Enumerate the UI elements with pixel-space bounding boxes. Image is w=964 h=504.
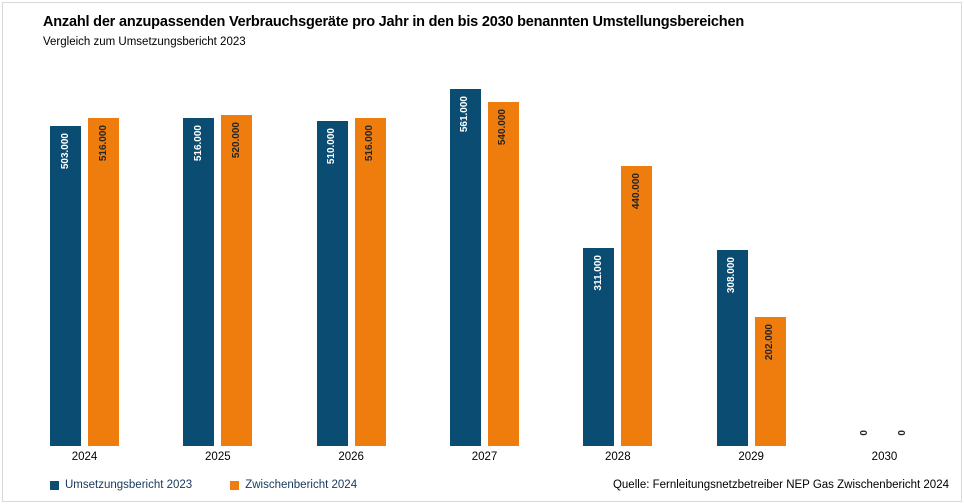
x-axis-label-2027: 2027	[471, 451, 498, 463]
legend-item-umsetzungsbericht-2023: Umsetzungsbericht 2023	[50, 479, 192, 491]
bar-value-label: 561.000	[459, 96, 471, 133]
legend-label-series1: Umsetzungsbericht 2023	[65, 479, 193, 491]
chart-title: Anzahl der anzupassenden Verbrauchsgerät…	[43, 14, 744, 30]
legend-label-series2: Zwischenbericht 2024	[245, 479, 358, 491]
legend-swatch-series1	[50, 480, 59, 490]
legend-swatch-series2	[230, 480, 240, 490]
bar-value-label: 516.000	[192, 125, 204, 162]
bar-zwischenbericht-2024-2029: 202.000	[754, 317, 786, 446]
bar-umsetzungsbericht-2023-2028: 311.000	[583, 248, 615, 446]
bar-umsetzungsbericht-2023-2029: 308.000	[716, 250, 748, 446]
bar-umsetzungsbericht-2023-2027: 561.000	[449, 89, 481, 446]
bar-zwischenbericht-2024-2024: 516.000	[88, 118, 119, 446]
bar-umsetzungsbericht-2023-2025: 516.000	[183, 118, 215, 446]
bar-zwischenbericht-2024-2026: 516.000	[354, 118, 386, 446]
bar-value-label: 516.000	[364, 125, 376, 162]
bar-value-label: 440.000	[630, 173, 642, 210]
bar-value-label: 0	[897, 430, 909, 436]
bar-zero-label: 0	[850, 430, 881, 436]
bar-value-label: 503.000	[59, 133, 71, 170]
x-axis-label-2025: 2025	[205, 451, 231, 463]
plot-area: 503.000 516.000 2024 516.000 520.000 2025 510.…	[3, 3, 961, 501]
bar-zero-label: 0	[888, 430, 919, 436]
bar-value-label: 510.000	[326, 128, 338, 165]
bar-value-label: 540.000	[497, 109, 509, 146]
chart-subtitle: Vergleich zum Umsetzungsbericht 2023	[43, 36, 246, 48]
bar-umsetzungsbericht-2023-2026: 510.000	[316, 121, 348, 446]
bar-value-label: 311.000	[592, 255, 604, 291]
bar-umsetzungsbericht-2023-2024: 503.000	[50, 126, 81, 446]
x-axis-label-2029: 2029	[738, 451, 764, 463]
bar-zwischenbericht-2024-2027: 540.000	[487, 102, 519, 446]
bar-value-label: 520.000	[230, 122, 242, 159]
x-axis-label-2030: 2030	[871, 451, 898, 463]
bar-zwischenbericht-2024-2025: 520.000	[221, 115, 253, 446]
legend-item-zwischenbericht-2024: Zwischenbericht 2024	[230, 479, 357, 491]
legend: Umsetzungsbericht 2023 Zwischenbericht 2…	[50, 479, 357, 491]
bar-value-label: 0	[859, 430, 871, 436]
source-note: Quelle: Fernleitungsnetzbetreiber NEP Ga…	[612, 479, 949, 491]
bar-zwischenbericht-2024-2028: 440.000	[621, 166, 653, 446]
x-axis-label-2024: 2024	[71, 451, 98, 463]
x-axis-label-2026: 2026	[338, 451, 364, 463]
x-axis-label-2028: 2028	[605, 451, 631, 463]
bar-value-label: 308.000	[726, 257, 738, 294]
bar-value-label: 202.000	[764, 324, 776, 361]
bar-value-label: 516.000	[97, 125, 109, 162]
